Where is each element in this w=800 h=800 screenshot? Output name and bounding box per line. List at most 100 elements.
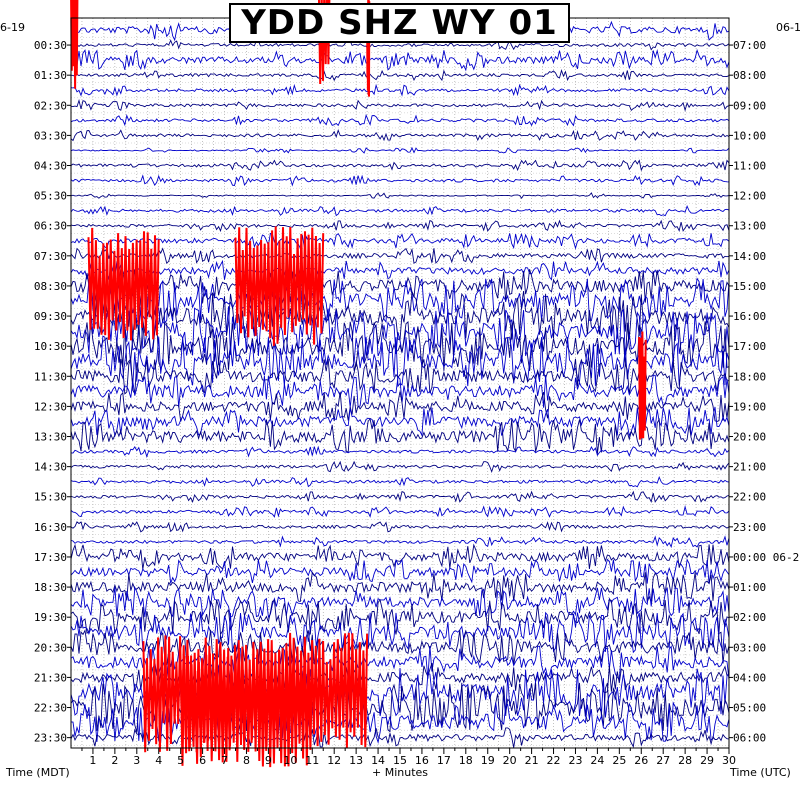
x-axis: 1 2 3 4 5 6 7 8 9 10 11 12 13 14 15 16 17 18 19 20 21 22 23 24 2… (81, 748, 736, 767)
trace-row-16 (70, 259, 730, 281)
x-tick-label: 25 (612, 754, 626, 767)
left-tick-label: 21:30 (34, 671, 67, 684)
x-tick-label: 23 (568, 754, 582, 767)
trace-row-1 (70, 39, 730, 51)
left-tick-label: 17:30 (34, 551, 67, 564)
left-tick-label: 19:30 (34, 611, 67, 624)
left-tick-label: 16:30 (34, 521, 67, 534)
x-tick-label: 28 (678, 754, 692, 767)
right-date-label: 06-1 (776, 21, 800, 34)
x-tick-label: 1 (89, 754, 96, 767)
trace-row-17 (70, 268, 730, 304)
left-axis: 00:30 01:30 02:30 03:30 04:30 05:30 06:30 07:30… (34, 39, 71, 745)
trace-row-4 (70, 83, 730, 97)
x-tick-label: 21 (525, 754, 539, 767)
x-tick-label: 11 (305, 754, 319, 767)
left-tick-label: 15:30 (34, 491, 67, 504)
left-tick-label: 11:30 (34, 370, 67, 383)
right-tick-label: 23:00 (733, 521, 766, 534)
x-tick-label: 9 (265, 754, 272, 767)
left-tick-label: 20:30 (34, 641, 67, 654)
x-tick-label: 6 (199, 754, 206, 767)
right-tick-label: 22:00 (733, 491, 766, 504)
left-tick-label: 18:30 (34, 581, 67, 594)
x-tick-label: 5 (177, 754, 184, 767)
trace-row-10 (70, 174, 730, 187)
trace-row-31 (70, 490, 730, 504)
trace-row-37 (70, 571, 730, 603)
x-tick-label: 15 (393, 754, 407, 767)
trace-row-14 (70, 232, 730, 250)
trace-row-5 (70, 98, 730, 112)
clipped-event-4 (234, 226, 325, 346)
x-tick-label: 27 (656, 754, 670, 767)
seismic-traces (70, 0, 730, 768)
trace-row-34 (70, 535, 730, 549)
x-tick-label: 12 (327, 754, 341, 767)
left-tick-label: 01:30 (34, 69, 67, 82)
trace-row-9 (70, 159, 730, 172)
right-tick-label: 09:00 (733, 99, 766, 112)
left-tick-label: 03:30 (34, 129, 67, 142)
right-tick-label: 13:00 (733, 220, 766, 233)
trace-row-28 (70, 445, 730, 458)
x-tick-label: 19 (481, 754, 495, 767)
right-tick-label: 11:00 (733, 160, 766, 173)
right-tick-label: 20:00 (733, 431, 766, 444)
left-tick-label: 10:30 (34, 340, 67, 353)
right-axis: 07:00 08:00 09:00 10:00 11:00 12:00 13:00 14:00… (729, 39, 800, 745)
clipped-event-0 (70, 0, 79, 89)
trace-row-7 (70, 129, 730, 142)
trace-row-25 (70, 391, 730, 422)
clipped-event-7 (179, 647, 314, 768)
left-date-label: 6-19 (0, 21, 25, 34)
x-tick-label: 7 (221, 754, 228, 767)
x-tick-label: 29 (700, 754, 714, 767)
x-tick-label: 16 (415, 754, 429, 767)
trace-row-30 (70, 475, 730, 488)
left-tick-label: 13:30 (34, 431, 67, 444)
right-tick-label: 21:00 (733, 461, 766, 474)
trace-row-13 (70, 219, 730, 233)
right-axis-label: Time (UTC) (730, 766, 791, 779)
trace-row-27 (70, 417, 730, 454)
trace-row-39 (70, 598, 730, 636)
trace-row-32 (70, 505, 730, 518)
x-tick-label: 13 (349, 754, 363, 767)
x-tick-label: 20 (503, 754, 517, 767)
left-tick-label: 08:30 (34, 280, 67, 293)
right-tick-label: 03:00 (733, 641, 766, 654)
x-tick-label: 14 (371, 754, 385, 767)
right-tick-label: 12:00 (733, 190, 766, 203)
left-tick-label: 00:30 (34, 39, 67, 52)
clipped-event-3 (87, 227, 160, 341)
left-tick-label: 02:30 (34, 99, 67, 112)
right-tick-label: 17:00 (733, 340, 766, 353)
right-tick-label: 01:00 (733, 581, 766, 594)
left-tick-label: 06:30 (34, 220, 67, 233)
left-tick-label: 04:30 (34, 160, 67, 173)
trace-row-3 (70, 68, 730, 82)
trace-row-11 (70, 192, 730, 199)
trace-row-21 (70, 320, 730, 371)
right-tick-label: 19:00 (733, 400, 766, 413)
right-tick-label: 18:00 (733, 370, 766, 383)
left-axis-label: Time (MDT) (6, 766, 70, 779)
trace-row-2 (70, 48, 730, 72)
trace-row-47 (70, 727, 730, 748)
trace-row-33 (70, 521, 730, 533)
trace-row-18 (70, 277, 730, 324)
trace-row-6 (70, 113, 730, 127)
trace-row-15 (70, 247, 730, 265)
trace-row-23 (70, 358, 730, 396)
left-tick-label: 07:30 (34, 250, 67, 263)
left-tick-label: 12:30 (34, 400, 67, 413)
left-tick-label: 22:30 (34, 702, 67, 715)
right-tick-label: 15:00 (733, 280, 766, 293)
right-tick-label: 06:00 (733, 732, 766, 745)
right-tick-label: 04:00 (733, 671, 766, 684)
x-tick-label: 2 (111, 754, 118, 767)
trace-row-8 (70, 146, 730, 154)
x-tick-label: 26 (634, 754, 648, 767)
